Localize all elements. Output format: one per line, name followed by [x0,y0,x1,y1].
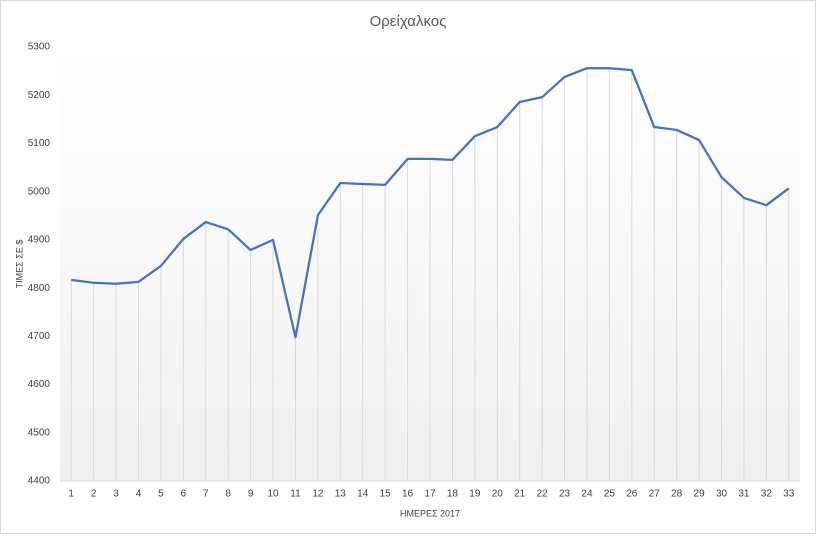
x-tick-label: 12 [312,489,324,500]
x-tick-label: 5 [158,489,164,500]
x-tick-label: 11 [290,489,301,500]
x-tick-label: 17 [424,489,436,500]
x-tick-label: 10 [267,489,279,500]
y-tick-label: 4900 [28,235,51,246]
x-tick-label: 9 [248,489,254,500]
x-axis-title: ΗΜΕΡΕΣ 2017 [400,508,460,518]
x-tick-label: 23 [559,489,571,500]
x-tick-label: 33 [783,489,795,500]
x-tick-label: 16 [402,489,414,500]
x-tick-label: 1 [68,489,74,500]
y-tick-label: 4800 [28,283,51,294]
y-tick-label: 5200 [28,90,51,101]
x-tick-label: 15 [380,489,392,500]
x-tick-label: 6 [181,489,187,500]
x-tick-label: 14 [357,489,369,500]
x-tick-label: 32 [761,489,773,500]
y-tick-label: 5000 [28,186,51,197]
x-tick-label: 19 [469,489,481,500]
y-tick-label: 5100 [28,138,51,149]
y-tick-label: 4600 [28,379,51,390]
series-line [71,67,790,339]
y-tick-label: 4700 [28,331,51,342]
x-tick-label: 26 [626,489,638,500]
y-tick-label: 4400 [28,476,51,487]
x-tick-label: 2 [91,489,97,500]
x-tick-label: 3 [113,489,119,500]
x-tick-label: 28 [671,489,683,500]
x-tick-label: 8 [225,489,231,500]
y-tick-label: 4500 [28,427,51,438]
x-tick-label: 29 [694,489,706,500]
x-tick-label: 7 [203,489,209,500]
x-tick-label: 13 [335,489,347,500]
y-tick-label: 5300 [28,42,51,53]
x-tick-label: 30 [716,489,728,500]
x-tick-label: 4 [136,489,142,500]
x-tick-label: 22 [537,489,549,500]
chart-title: Ορείχαλκος [370,13,447,30]
x-tick-label: 18 [447,489,459,500]
x-tick-label: 25 [604,489,616,500]
x-tick-label: 21 [514,489,526,500]
x-tick-label: 24 [581,489,593,500]
x-tick-label: 20 [492,489,504,500]
x-tick-label: 31 [738,489,750,500]
x-tick-label: 27 [649,489,661,500]
y-axis-title: ΤΙΜΕΣ ΣΕ $ [14,240,24,289]
